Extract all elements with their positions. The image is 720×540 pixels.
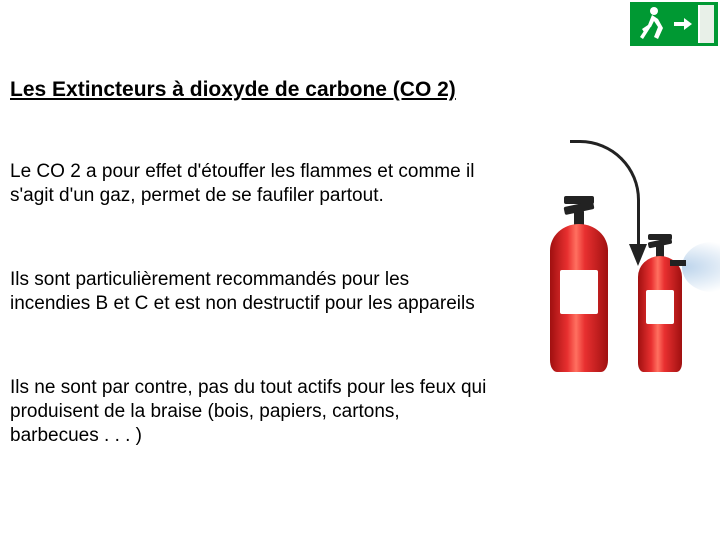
exit-sign-icon [630,2,718,46]
paragraph-2: Ils sont particulièrement recommandés po… [10,268,490,316]
extinguisher-illustration [510,148,720,378]
paragraph-3: Ils ne sont par contre, pas du tout acti… [10,376,490,447]
co2-spray-icon [682,242,720,292]
extinguisher-small [638,256,682,372]
cylinder-body [638,256,682,372]
running-person-icon [634,5,668,43]
page-title: Les Extincteurs à dioxyde de carbone (CO… [10,78,456,102]
small-nozzle-icon [670,260,686,266]
door-icon [698,5,714,43]
hose-vertical [637,206,640,246]
cylinder-body [550,224,608,372]
paragraph-1: Le CO 2 a pour effet d'étouffer les flam… [10,160,490,208]
label-icon [646,290,674,324]
arrow-right-icon [674,18,692,30]
extinguisher-large [550,224,608,372]
label-icon [560,270,598,314]
